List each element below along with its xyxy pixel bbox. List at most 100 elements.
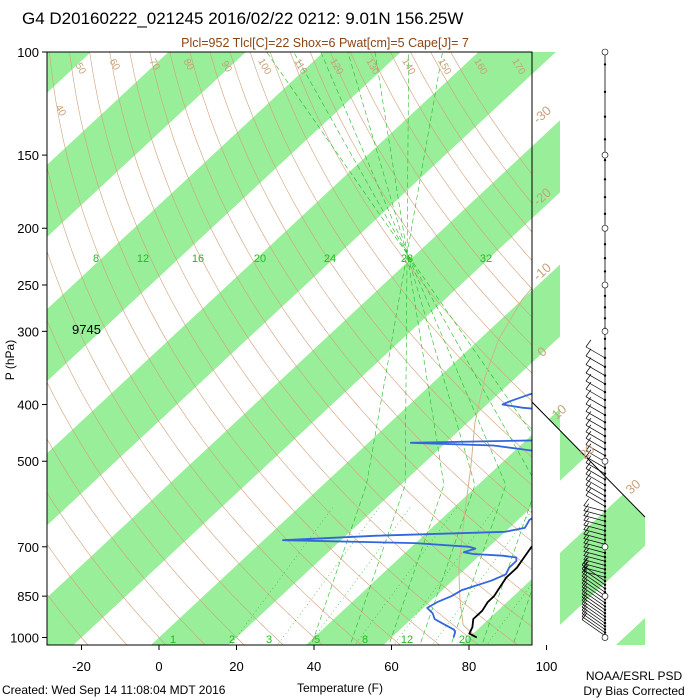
dry-adiabat-line xyxy=(47,165,362,645)
wind-barb-flag xyxy=(583,513,590,521)
pressure-tick-label: 700 xyxy=(17,540,39,555)
moist-adiabat-label: 24 xyxy=(324,253,336,265)
mixing-ratio-label: 20 xyxy=(459,634,471,646)
wind-barb-flag xyxy=(581,593,588,601)
moist-adiabat-label: 20 xyxy=(254,253,266,265)
wind-barb-flag xyxy=(583,548,590,556)
wind-level-circle xyxy=(601,151,609,159)
dry-adiabat-line xyxy=(47,438,206,645)
wind-level-dot xyxy=(603,90,607,94)
isotherm-band xyxy=(305,434,532,645)
wind-level-circle xyxy=(601,634,609,641)
wind-barb xyxy=(583,524,606,532)
wind-barb xyxy=(585,396,606,408)
temperature-axis: -20 0 20 40 60 80 100 xyxy=(72,645,557,674)
isotherm-band xyxy=(460,578,532,645)
wind-level-circle xyxy=(601,224,609,232)
wind-barb-flag xyxy=(583,544,590,552)
isotherm-band xyxy=(47,52,246,238)
wind-barb xyxy=(581,586,606,604)
wind-barb xyxy=(585,468,606,480)
wind-level-dot xyxy=(603,317,607,320)
dry-adiabat-line xyxy=(289,52,532,402)
wind-barb xyxy=(583,529,606,536)
wind-barb-flag xyxy=(581,579,588,588)
bias-note: Dry Bias Corrected xyxy=(583,684,684,698)
wind-barb xyxy=(583,559,606,566)
wind-barb-flag xyxy=(585,443,592,451)
wind-barb-flag xyxy=(581,565,588,573)
moist-adiabat-line xyxy=(293,52,532,645)
pressure-tick-label: 400 xyxy=(17,397,39,412)
wind-barb-flag xyxy=(585,449,592,457)
dry-adiabats xyxy=(47,52,532,645)
pressure-tick-label: 100 xyxy=(17,45,39,60)
dry-adiabat-label: 50 xyxy=(73,61,88,77)
wind-barb xyxy=(581,572,606,589)
wind-level-circle xyxy=(601,281,609,289)
wind-barb xyxy=(585,403,606,416)
wind-barb-flag xyxy=(581,603,588,611)
wind-barb-flag xyxy=(583,539,590,548)
pressure-tick-label: 1000 xyxy=(10,630,39,645)
created-timestamp: Created: Wed Sep 14 11:08:04 MDT 2016 xyxy=(2,683,226,697)
wind-barb xyxy=(585,380,606,393)
moist-adiabat-line xyxy=(266,52,532,645)
chart-title: G4 D20160222_021245 2016/02/22 0212: 9.0… xyxy=(22,9,463,28)
wind-barb xyxy=(583,519,606,527)
moist-adiabat-line xyxy=(349,52,410,645)
wind-barb xyxy=(581,590,606,607)
wind-barb-flag xyxy=(581,568,588,577)
wind-level-dot xyxy=(603,270,607,273)
dry-adiabat-line xyxy=(69,52,441,645)
chart-subtitle: Plcl=952 Tlcl[C]=22 Shox=6 Pwat[cm]=5 Ca… xyxy=(181,36,469,50)
pressure-tick-label: 850 xyxy=(17,589,39,604)
wind-barb-flag xyxy=(585,389,592,397)
temperature-trace xyxy=(468,545,532,639)
temperature-tick-label: 100 xyxy=(536,659,558,674)
isotherm-label: -30 xyxy=(530,103,554,127)
dry-adiabat-label: 80 xyxy=(181,57,196,73)
wind-barb-flag xyxy=(581,561,588,569)
dry-adiabat-label: 90 xyxy=(219,59,234,75)
wind-barb xyxy=(585,355,606,368)
wind-barb-flag xyxy=(581,572,588,581)
dry-adiabat-label: 60 xyxy=(107,57,122,73)
wind-barb xyxy=(581,596,606,614)
temperature-tick-label: 80 xyxy=(462,659,476,674)
dry-adiabat-line xyxy=(169,52,532,571)
wind-barb-flag xyxy=(583,517,590,526)
mixing-ratio-label: 5 xyxy=(314,634,320,646)
dry-adiabat-line xyxy=(47,492,167,645)
wind-barb xyxy=(583,546,606,554)
temperature-line xyxy=(468,545,532,639)
moist-adiabat-line xyxy=(311,52,443,645)
moist-adiabat-line xyxy=(320,52,507,645)
wind-barb-flag xyxy=(585,411,592,419)
dewpoint-trace xyxy=(282,392,532,638)
temperature-tick-label: 40 xyxy=(307,659,321,674)
dry-adiabat-line xyxy=(249,52,532,458)
dry-adiabat-line xyxy=(350,52,532,318)
wind-barb-flag xyxy=(585,396,592,405)
wind-barb xyxy=(585,484,606,497)
temperature-tick-label: 0 xyxy=(155,659,162,674)
wind-level-dot xyxy=(603,178,607,181)
wind-barb xyxy=(585,489,606,502)
wind-barb-flag xyxy=(585,488,592,496)
wind-level-circle xyxy=(601,592,609,600)
wind-barb xyxy=(581,619,606,636)
wind-barb xyxy=(583,510,606,517)
parcel-line xyxy=(458,287,532,638)
dry-adiabat-line xyxy=(47,250,323,645)
isotherm-label: 30 xyxy=(623,476,644,497)
dry-adiabat-label: 40 xyxy=(53,103,68,119)
wind-barb xyxy=(583,555,606,562)
wind-level-dot xyxy=(603,337,607,341)
wind-barb-flag xyxy=(585,455,592,463)
pressure-tick-label: 250 xyxy=(17,278,39,293)
pressure-axis: 100 150 200 250 300 400 500 700 850 1000 xyxy=(10,45,47,645)
mixing-ratio-label: 8 xyxy=(362,634,368,646)
dry-adiabat-line xyxy=(149,52,532,599)
